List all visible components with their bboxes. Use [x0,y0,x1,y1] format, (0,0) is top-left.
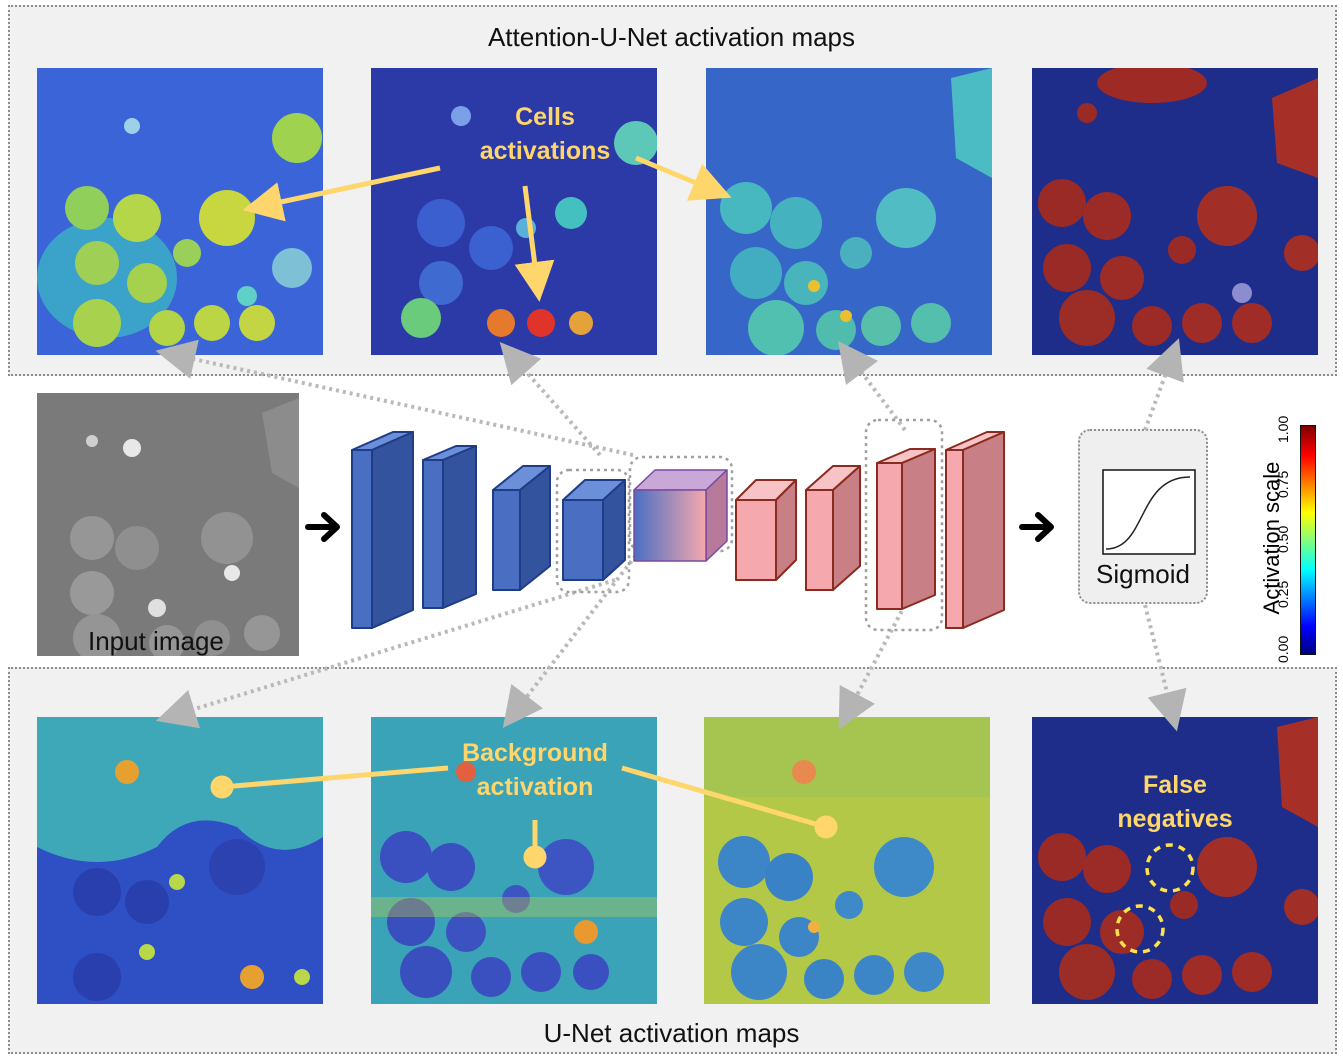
false-negatives-annotation: False negatives [1100,768,1250,836]
background-annotation-line-2: activation [440,770,630,804]
decoder-blocks [736,432,1004,628]
cells-activations-annotation: Cells activations [445,100,645,168]
connector-top-4 [1145,357,1172,430]
connector-bottom-4 [1145,605,1172,712]
encoder-blocks [352,432,625,628]
connector-bottom-3 [848,605,905,712]
encoder-block-4 [563,480,625,580]
background-activation-annotation: Background activation [440,736,630,804]
decoder-block-4 [946,432,1004,628]
false-negatives-line-2: negatives [1100,802,1250,836]
decoder-block-1 [736,480,796,580]
background-annotation-line-1: Background [440,736,630,770]
connector-top-3 [850,357,905,430]
false-negative-marker-1 [1147,845,1193,891]
false-negatives-line-1: False [1100,768,1250,802]
false-negative-markers [1117,845,1193,952]
bottleneck-block [634,470,727,561]
cells-annotation-arrows [262,158,713,282]
cells-annotation-line-2: activations [445,134,645,168]
encoder-block-2 [423,446,476,608]
false-negative-marker-2 [1117,906,1163,952]
decoder-block-2 [806,466,860,590]
decoder-block-3 [877,449,935,609]
cells-annotation-line-1: Cells [445,100,645,134]
input-arrow-icon [308,515,337,539]
output-arrow-icon [1022,515,1051,539]
encoder-block-1 [352,432,413,628]
encoder-block-3 [493,466,550,590]
